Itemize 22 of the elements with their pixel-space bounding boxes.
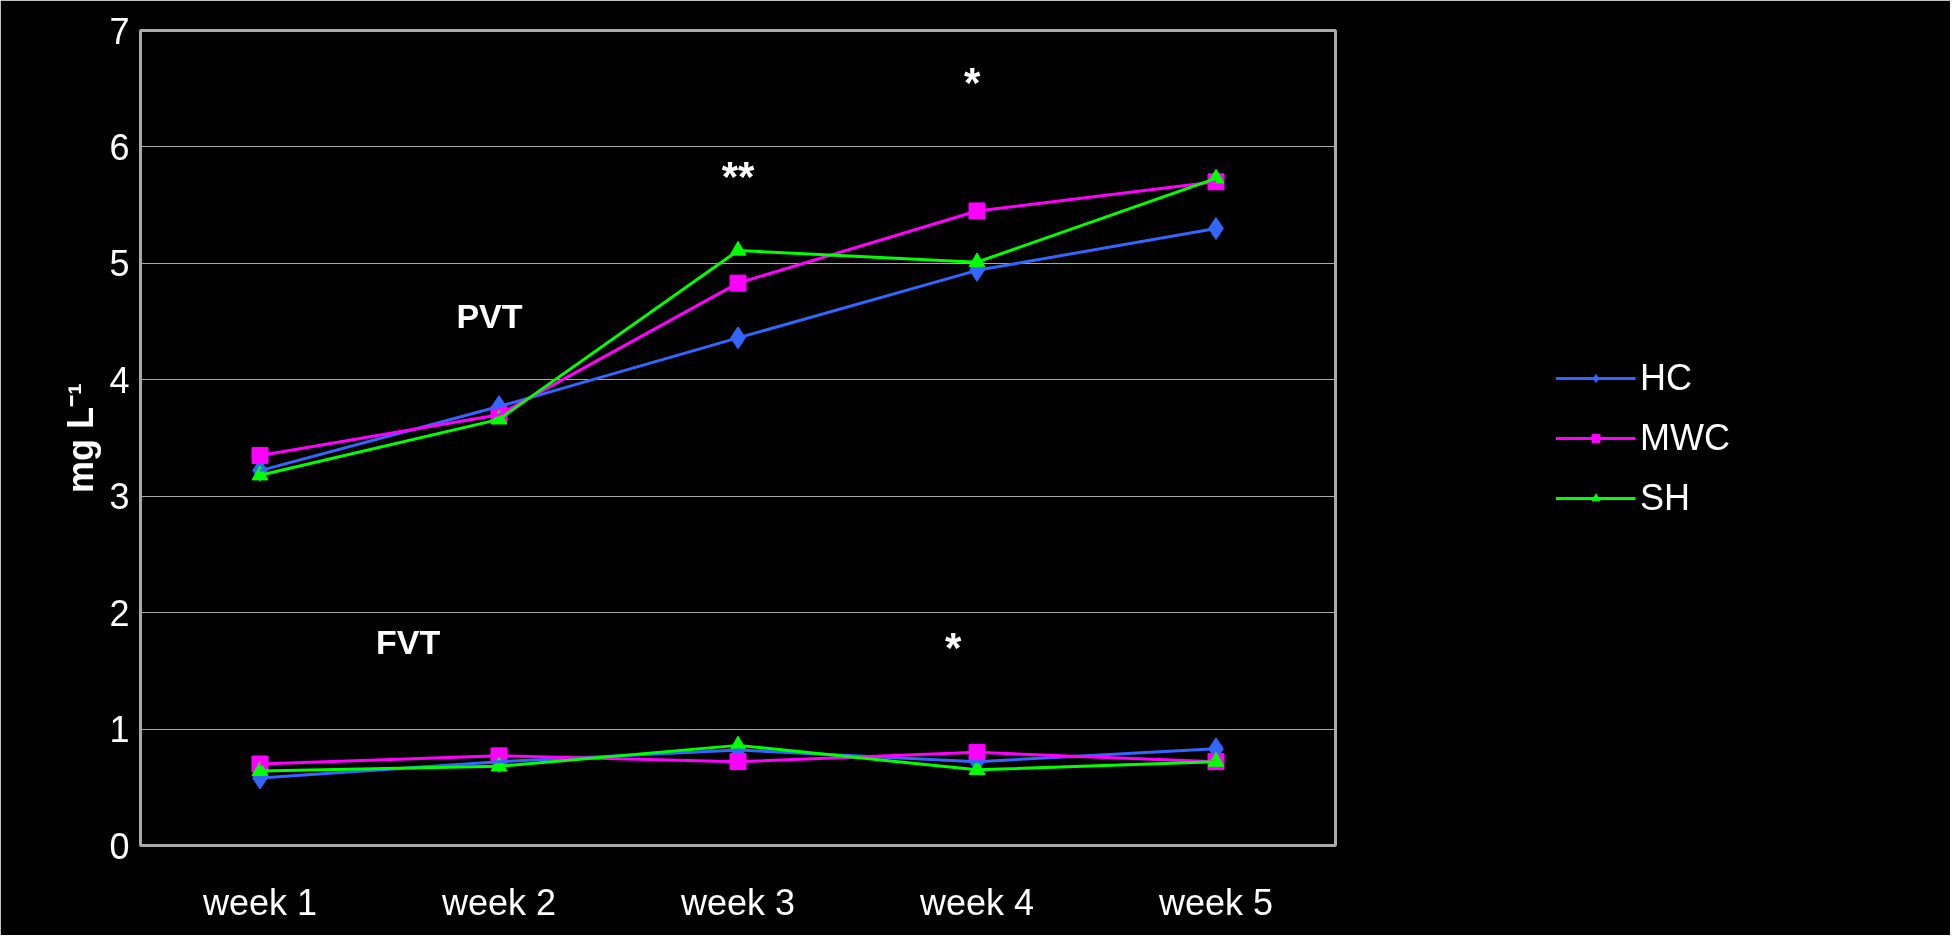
x-tick-label: week 5 <box>1157 881 1274 923</box>
y-tick-label: 4 <box>109 359 130 401</box>
y-tick-label: 0 <box>109 825 130 867</box>
y-axis-title: mg L⁻¹ <box>60 383 102 493</box>
legend-label: MWC <box>1640 416 1730 459</box>
y-tick-label: 1 <box>109 709 130 751</box>
y-tick-label: 7 <box>109 10 130 52</box>
x-tick-label: week 3 <box>679 881 796 923</box>
annotation: ** <box>721 152 755 200</box>
annotation: * <box>944 624 962 672</box>
y-tick-label: 6 <box>109 126 130 168</box>
y-tick-label: 2 <box>109 592 130 634</box>
legend-label: HC <box>1640 356 1693 399</box>
annotation: FVT <box>376 622 441 661</box>
x-tick-label: week 4 <box>918 881 1035 923</box>
y-tick-label: 3 <box>109 476 130 518</box>
x-tick-label: week 2 <box>440 881 557 923</box>
y-tick-label: 5 <box>109 243 130 285</box>
annotation: PVT <box>456 296 523 335</box>
annotation: * <box>964 59 982 107</box>
legend-label: SH <box>1640 476 1691 519</box>
x-tick-label: week 1 <box>201 881 318 923</box>
